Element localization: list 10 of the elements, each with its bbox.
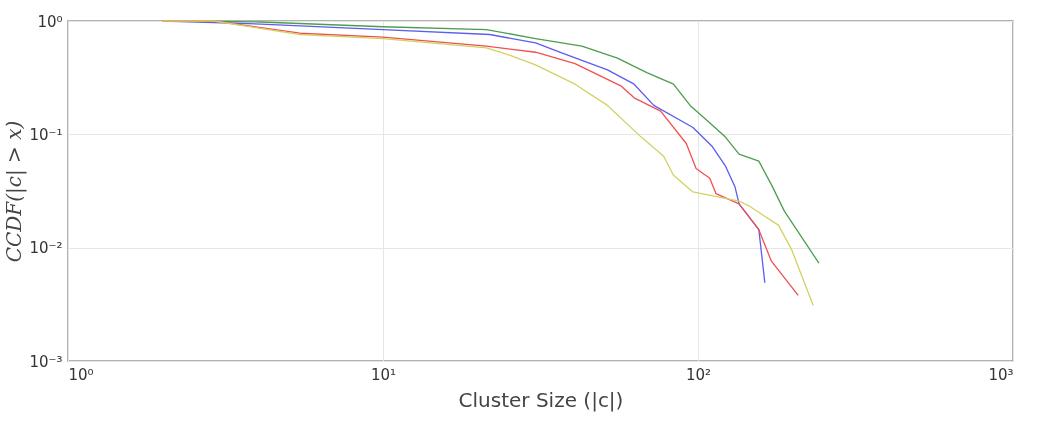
x-tick-label: 10² xyxy=(685,365,712,384)
y-tick-label: 10⁻¹ xyxy=(29,125,63,144)
y-tick-label: 10⁻³ xyxy=(29,352,63,371)
x-axis-title: Cluster Size (|c|) xyxy=(458,387,624,412)
y-axis-title: CCDF(|c| > x) xyxy=(2,120,28,263)
x-tick-label: 10³ xyxy=(988,365,1014,384)
x-tick-label: 10⁰ xyxy=(68,365,94,384)
x-tick-label: 10¹ xyxy=(370,365,397,384)
y-tick-label: 10⁻² xyxy=(29,239,63,258)
y-tick-label: 10⁰ xyxy=(37,12,63,31)
